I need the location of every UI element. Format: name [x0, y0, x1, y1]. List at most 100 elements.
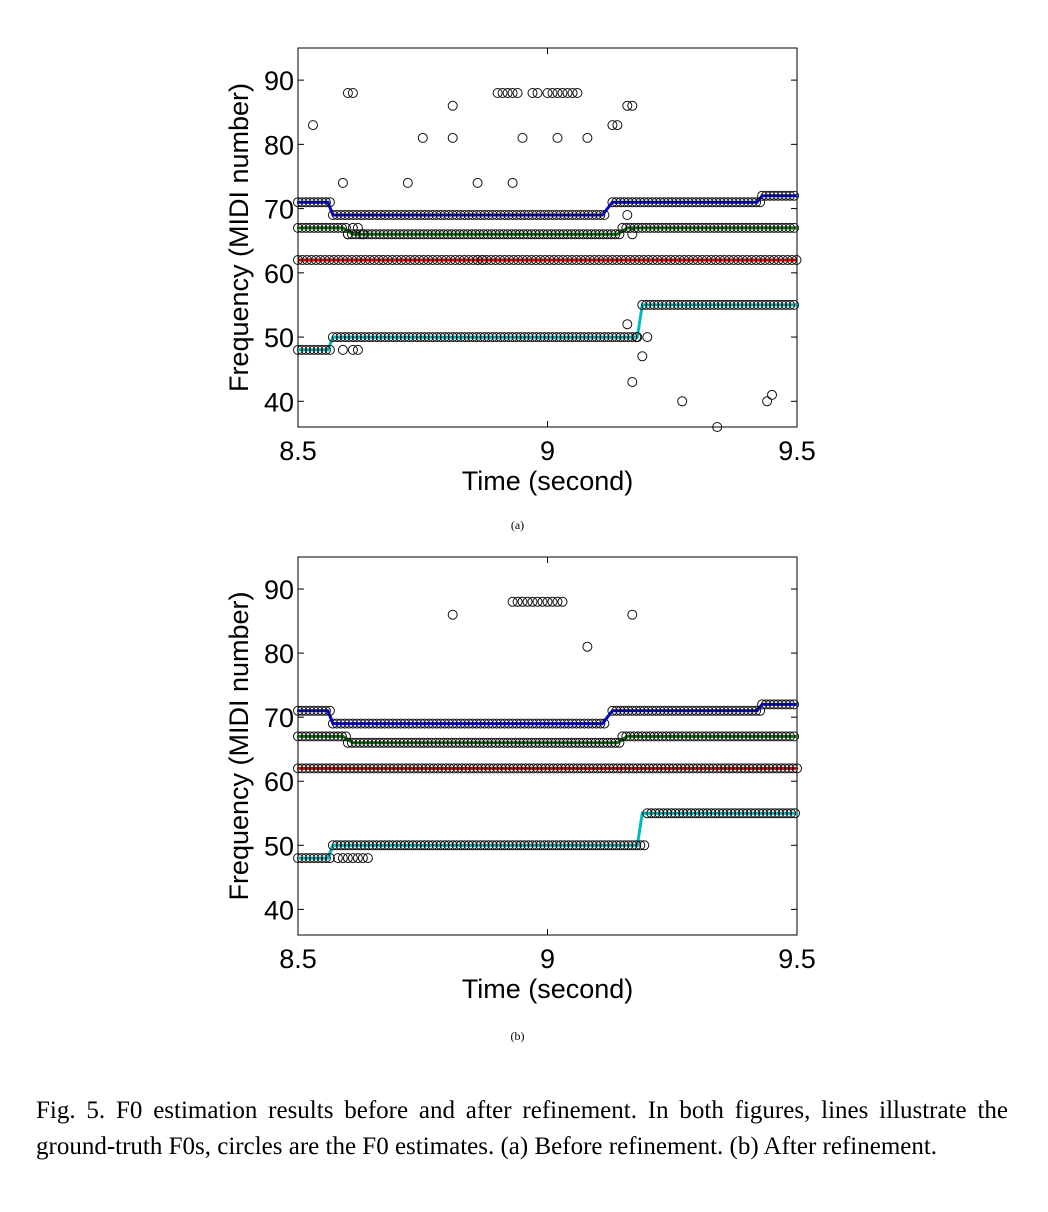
f0-estimate-point: [351, 332, 362, 343]
f0-estimate-point: [627, 229, 638, 240]
f0-estimate-point: [511, 332, 522, 343]
f0-estimate-point: [637, 351, 648, 362]
f0-estimate-point: [331, 718, 342, 729]
f0-estimate-point: [331, 332, 342, 343]
f0-estimate-point: [536, 763, 547, 774]
f0-estimate-point: [411, 210, 422, 220]
f0-estimate-point: [487, 718, 498, 729]
f0-estimate-point: [439, 332, 450, 343]
f0-estimate-point: [515, 840, 526, 851]
f0-estimate-point: [407, 718, 418, 729]
f0-estimate-point: [399, 210, 410, 220]
f0-estimate-point: [745, 299, 756, 310]
f0-estimate-point: [702, 808, 713, 819]
f0-estimate-point: [745, 731, 756, 742]
f0-estimate-point: [407, 332, 418, 343]
f0-estimate-point: [741, 299, 752, 310]
f0-estimate-point: [328, 222, 339, 233]
f0-estimate-point: [762, 808, 773, 819]
f0-estimate-point: [762, 396, 773, 407]
f0-estimate-point: [761, 299, 772, 310]
f0-estimate-point: [435, 718, 446, 729]
f0-estimate-point: [789, 190, 799, 201]
f0-estimate-point: [791, 255, 802, 265]
f0-estimate-point: [379, 718, 390, 729]
f0-estimate-point: [584, 763, 595, 774]
f0-estimate-point: [788, 763, 798, 774]
f0-estimate-point: [539, 210, 550, 220]
f0-estimate-point: [578, 229, 589, 240]
f0-estimate-point: [305, 705, 315, 716]
f0-estimate-point: [404, 763, 415, 774]
f0-estimate-point: [471, 718, 482, 729]
f0-estimate-point: [551, 840, 562, 851]
f0-estimate-point: [347, 88, 358, 98]
f0-estimate-point: [602, 229, 613, 240]
f0-estimate-point: [474, 229, 485, 240]
f0-estimate-point: [571, 210, 582, 220]
f0-estimate-point: [657, 299, 668, 310]
f0-estimate-point: [562, 737, 573, 748]
f0-estimate-point: [645, 222, 656, 233]
f0-estimate-point: [663, 197, 674, 208]
f0-estimate-point: [665, 731, 676, 742]
f0-estimate-point: [610, 229, 621, 240]
f0-estimate-point: [331, 840, 342, 851]
f0-estimate-point: [447, 132, 458, 143]
f0-estimate-point: [646, 808, 657, 819]
f0-estimate-point: [406, 229, 417, 240]
f0-estimate-point: [527, 332, 538, 343]
f0-estimate-point: [343, 840, 354, 851]
f0-estimate-point: [519, 332, 530, 343]
f0-estimate-point: [709, 731, 720, 742]
f0-estimate-point: [535, 210, 546, 220]
f0-estimate-point: [498, 737, 509, 748]
f0-estimate-point: [375, 718, 386, 729]
f0-estimate-point: [347, 718, 358, 729]
f0-estimate-point: [452, 763, 463, 774]
f0-estimate-point: [510, 737, 521, 748]
f0-estimate-point: [438, 737, 449, 748]
f0-estimate-point: [415, 210, 426, 220]
f0-estimate-point: [707, 705, 718, 716]
f0-estimate-point: [554, 229, 565, 240]
f0-estimate-point: [435, 210, 446, 220]
f0-estimate-point: [661, 222, 672, 233]
f0-estimate-point: [727, 705, 738, 716]
f0-estimate-point: [532, 88, 543, 98]
f0-estimate-point: [710, 808, 721, 819]
x-tick-label: 9.5: [778, 944, 816, 974]
f0-estimate-point: [607, 197, 618, 208]
f0-estimate-point: [789, 299, 799, 310]
f0-estimate-point: [587, 210, 598, 220]
f0-estimate-point: [535, 332, 546, 343]
f0-estimate-point: [663, 705, 674, 716]
f0-estimate-point: [734, 808, 745, 819]
f0-estimate-point: [534, 737, 545, 748]
f0-estimate-point: [478, 229, 489, 240]
x-tick-label: 8.5: [279, 436, 317, 466]
f0-estimate-point: [789, 731, 799, 742]
f0-estimate-point: [747, 197, 758, 208]
f0-estimate-point: [364, 763, 375, 774]
f0-estimate-point: [313, 853, 323, 864]
f0-estimate-point: [619, 197, 630, 208]
f0-estimate-point: [475, 718, 486, 729]
f0-estimate-point: [417, 132, 428, 143]
f0-estimate-point: [615, 197, 626, 208]
f0-estimate-point: [459, 332, 470, 343]
f0-estimate-point: [466, 229, 477, 240]
f0-estimate-point: [707, 197, 718, 208]
f0-estimate-point: [703, 705, 714, 716]
f0-estimate-point: [308, 120, 318, 131]
f0-estimate-point: [623, 197, 634, 208]
f0-estimate-point: [719, 705, 730, 716]
f0-estimate-point: [735, 197, 746, 208]
f0-estimate-point: [467, 718, 478, 729]
f0-estimate-point: [297, 731, 307, 742]
f0-estimate-point: [491, 840, 502, 851]
f0-estimate-point: [550, 229, 561, 240]
f0-estimate-point: [471, 840, 482, 851]
f0-estimate-point: [583, 332, 594, 343]
f0-estimate-point: [687, 197, 698, 208]
